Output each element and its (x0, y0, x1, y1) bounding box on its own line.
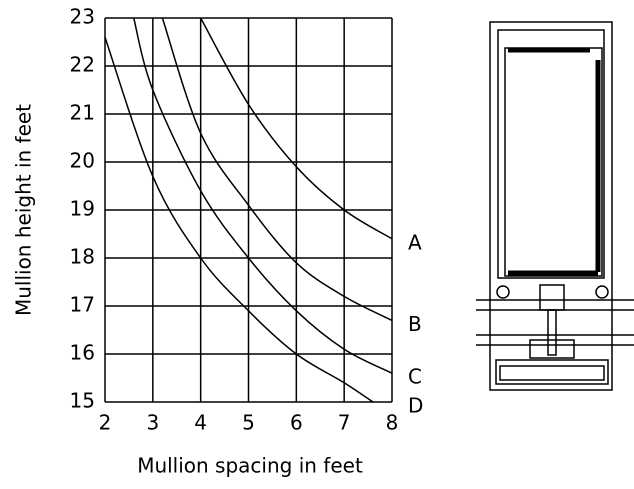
curve (161, 17, 393, 322)
curve (132, 17, 393, 374)
curve (104, 36, 374, 403)
y-axis-label: Mullion height in feet (12, 104, 36, 316)
y-tick-label: 23 (70, 5, 95, 29)
y-tick-label: 16 (70, 341, 95, 365)
y-tick-label: 22 (70, 53, 95, 77)
y-tick-label: 19 (70, 197, 95, 221)
y-tick-label: 15 (70, 389, 95, 413)
curve-label: D (408, 394, 423, 418)
x-tick-label: 6 (290, 411, 303, 435)
curve-label: C (408, 365, 422, 389)
x-tick-label: 4 (194, 411, 207, 435)
x-tick-label: 7 (338, 411, 351, 435)
curve-label: B (408, 312, 422, 336)
x-tick-label: 2 (99, 411, 112, 435)
curve-label: A (408, 230, 422, 254)
y-tick-label: 18 (70, 245, 95, 269)
mullion-section (476, 21, 634, 391)
curve (200, 17, 393, 240)
x-tick-label: 5 (242, 411, 255, 435)
x-tick-label: 3 (146, 411, 159, 435)
y-tick-label: 17 (70, 293, 95, 317)
y-tick-label: 20 (70, 149, 95, 173)
x-axis-label: Mullion spacing in feet (137, 454, 363, 478)
y-tick-label: 21 (70, 101, 95, 125)
x-tick-label: 8 (386, 411, 399, 435)
